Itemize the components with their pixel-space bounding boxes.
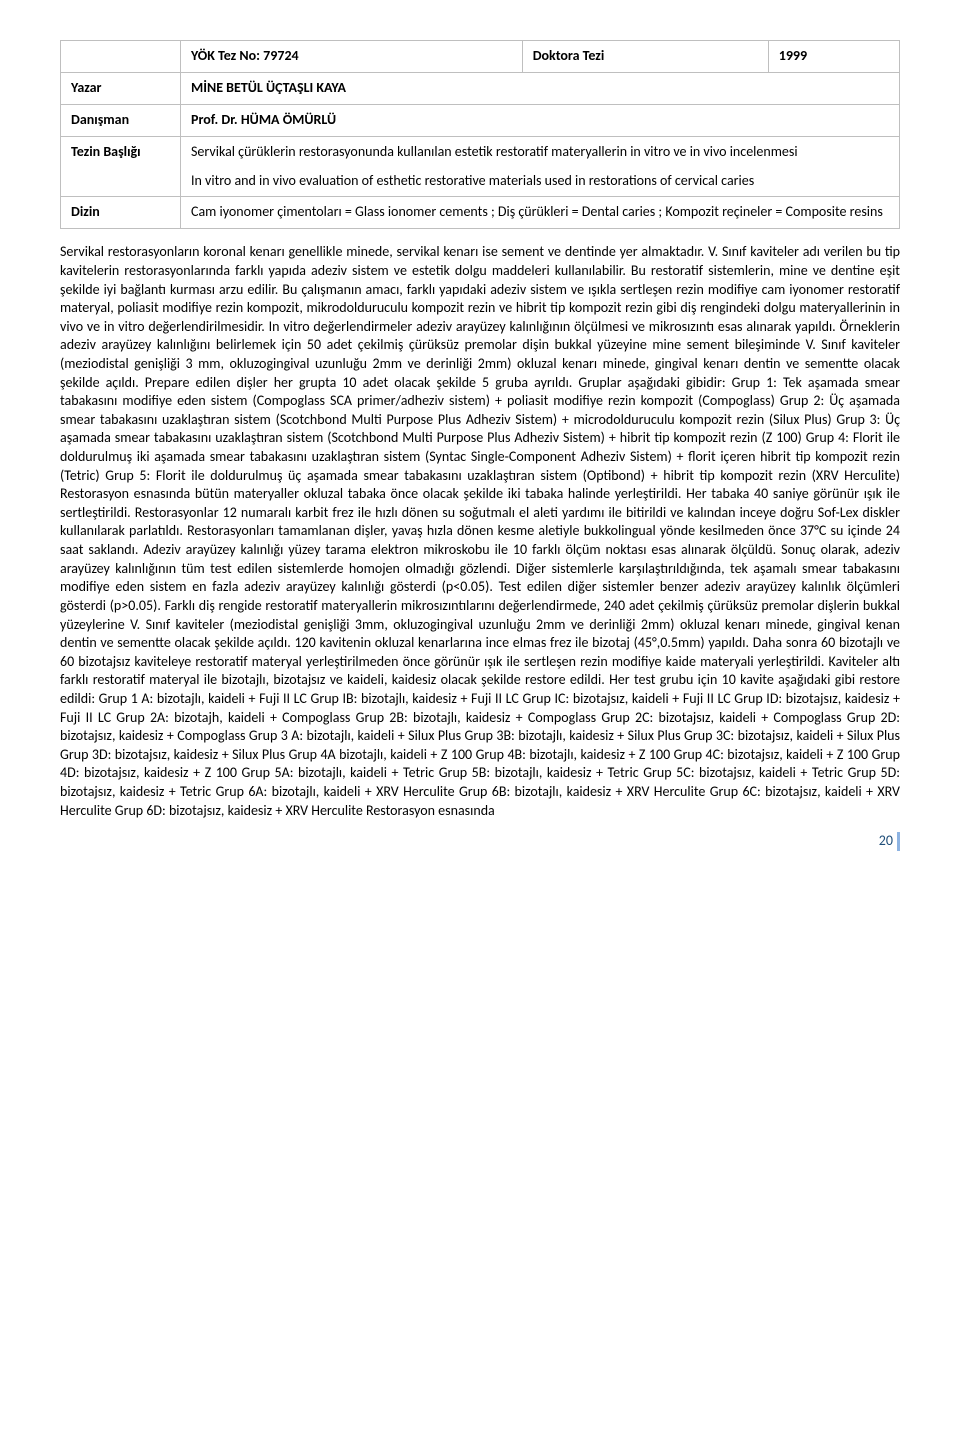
abstract-body: Servikal restorasyonların koronal kenarı… xyxy=(60,243,900,820)
type-cell: Doktora Tezi xyxy=(522,41,768,73)
author-label: Yazar xyxy=(61,72,181,104)
author-value: MİNE BETÜL ÜÇTAŞLI KAYA xyxy=(181,72,900,104)
empty-cell xyxy=(61,41,181,73)
year-cell: 1999 xyxy=(768,41,899,73)
advisor-value: Prof. Dr. HÜMA ÖMÜRLÜ xyxy=(181,104,900,136)
metadata-table: YÖK Tez No: 79724 Doktora Tezi 1999 Yaza… xyxy=(60,40,900,229)
page-number: 20 xyxy=(60,832,900,851)
title-cell: Servikal çürüklerin restorasyonunda kull… xyxy=(181,136,900,197)
tezno-cell: YÖK Tez No: 79724 xyxy=(181,41,523,73)
advisor-label: Danışman xyxy=(61,104,181,136)
title-label: Tezin Başlığı xyxy=(61,136,181,197)
index-value: Cam iyonomer çimentoları = Glass ionomer… xyxy=(181,197,900,229)
index-label: Dizin xyxy=(61,197,181,229)
title-en: In vitro and in vivo evaluation of esthe… xyxy=(191,172,889,191)
title-tr: Servikal çürüklerin restorasyonunda kull… xyxy=(191,143,889,162)
